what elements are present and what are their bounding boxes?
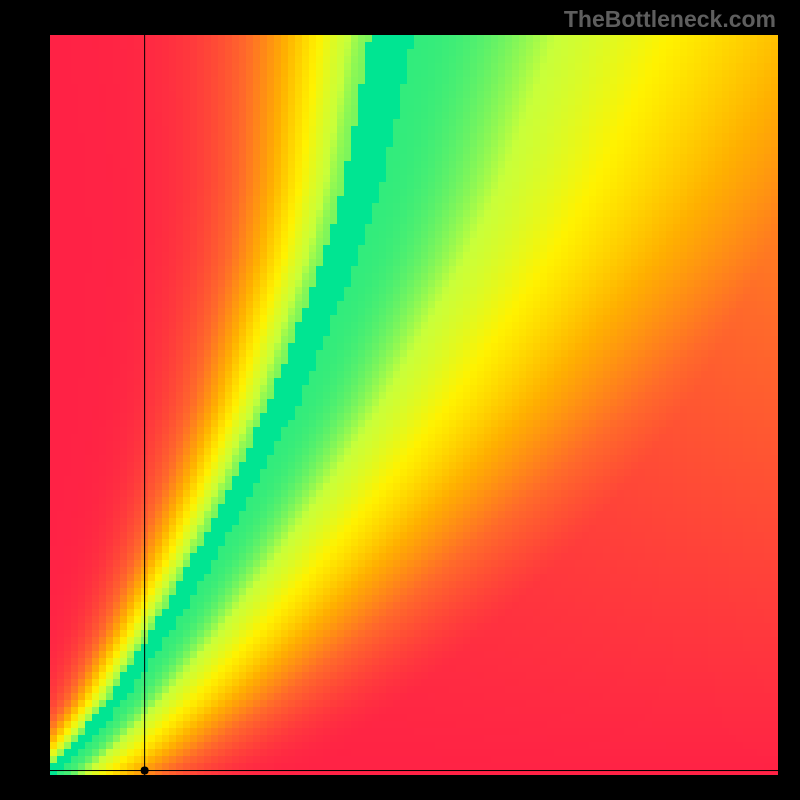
heatmap-canvas (50, 35, 778, 775)
heatmap-plot (50, 35, 778, 775)
watermark-text: TheBottleneck.com (564, 6, 776, 33)
chart-container: TheBottleneck.com (0, 0, 800, 800)
